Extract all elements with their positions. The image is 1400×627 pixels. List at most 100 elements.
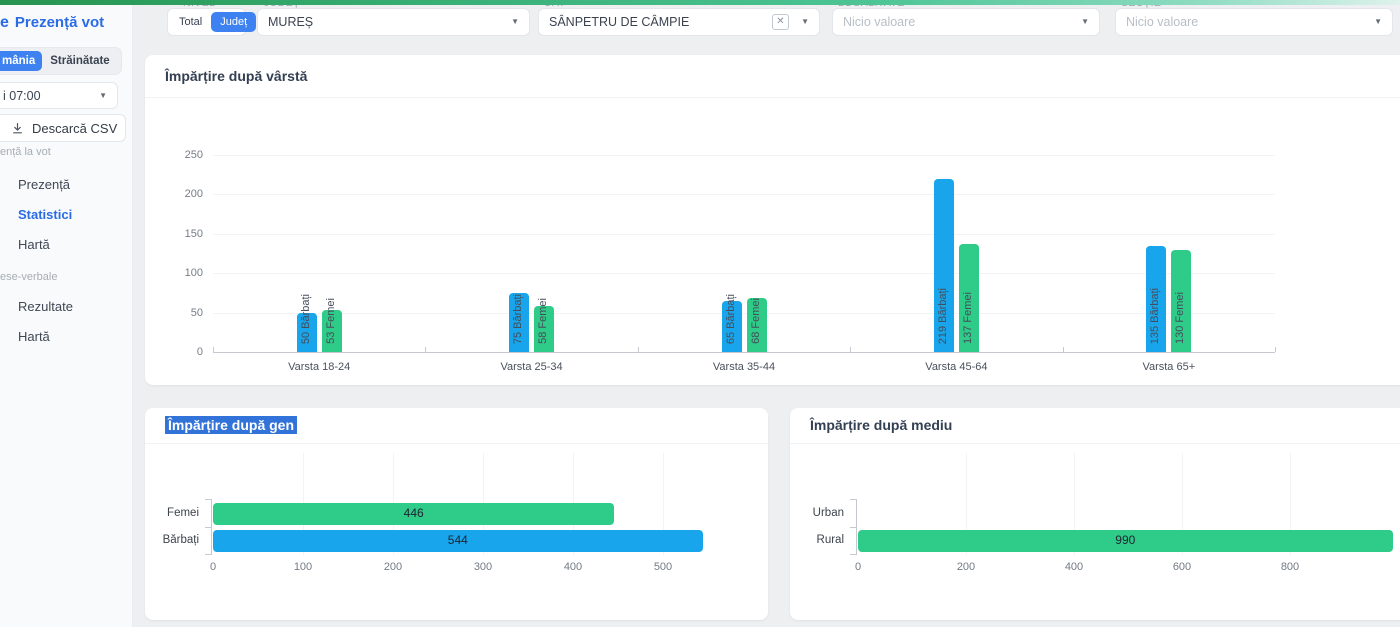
section-label-prezenta-la-vot: ență la vot	[0, 146, 51, 158]
uat-select[interactable]: SÂNPETRU DE CÂMPIE ✕ ▼	[538, 8, 820, 36]
chevron-down-icon: ▼	[801, 18, 809, 26]
chevron-down-icon: ▼	[511, 18, 519, 26]
chevron-down-icon: ▼	[99, 92, 107, 100]
country-tab-group: mânia Străinătate	[0, 47, 122, 75]
category-label: Rural	[790, 534, 844, 546]
x-axis-tick	[638, 347, 639, 352]
x-axis-tick	[850, 347, 851, 352]
gridline	[213, 273, 1275, 274]
gender-chart-card: Împărțire după gen 0100200300400500Femei…	[145, 408, 768, 620]
x-axis-tick-label: 200	[368, 561, 418, 573]
app-title: Prezență vot	[15, 14, 104, 31]
nivel-toggle: Total Județ	[167, 8, 246, 36]
x-axis-tick-label: 200	[941, 561, 991, 573]
x-axis-tick-label: 100	[278, 561, 328, 573]
nivel-option-total[interactable]: Total	[170, 12, 211, 32]
sidebar-item-prezenta[interactable]: Prezență	[18, 177, 70, 192]
mediu-chart-card: Împărțire după mediu 0200400600800UrbanR…	[790, 408, 1400, 620]
category-axis-tick	[850, 527, 856, 528]
clear-selection-icon[interactable]: ✕	[772, 14, 789, 30]
sectie-select[interactable]: Nicio valoare ▼	[1115, 8, 1393, 36]
y-axis-tick-label: 100	[163, 267, 203, 279]
x-axis-line	[213, 352, 1275, 353]
judet-select-value: MUREȘ	[268, 15, 313, 29]
download-icon	[11, 122, 24, 135]
sidebar-item-harta-2[interactable]: Hartă	[18, 329, 50, 344]
category-label: Varsta 45-64	[886, 361, 1026, 373]
x-axis-tick	[1275, 347, 1276, 352]
x-axis-tick-label: 300	[458, 561, 508, 573]
x-axis-tick-label: 400	[1049, 561, 1099, 573]
y-axis-tick-label: 250	[163, 149, 203, 161]
x-axis-tick	[213, 347, 214, 352]
x-axis-tick-label: 800	[1265, 561, 1315, 573]
bar-label: 75 Bărbați	[512, 294, 524, 344]
category-label: Femei	[145, 507, 199, 519]
bar-label: 65 Bărbați	[725, 294, 737, 344]
category-axis-tick	[205, 527, 211, 528]
chevron-down-icon: ▼	[1374, 18, 1382, 26]
section-label-procese-verbale: ese-verbale	[0, 271, 57, 283]
tab-strainatate[interactable]: Străinătate	[42, 51, 117, 71]
gridline	[213, 194, 1275, 195]
category-axis-line	[856, 499, 857, 555]
gridline	[213, 234, 1275, 235]
sectie-placeholder: Nicio valoare	[1126, 15, 1198, 29]
bar-label: 58 Femei	[537, 298, 549, 344]
app-root: e Prezență vot mânia Străinătate i 07:00 …	[0, 0, 1400, 627]
app-logo-fragment: e	[0, 14, 9, 32]
category-label: Bărbați	[145, 534, 199, 546]
category-axis-line	[211, 499, 212, 555]
category-axis-tick	[850, 499, 856, 500]
localitate-placeholder: Nicio valoare	[843, 15, 915, 29]
gender-chart: 0 100 200 300 400 500 Femei 446 Bărbați 544	[145, 408, 768, 620]
mediu-chart: 0 200 400 600 800 Urban Rural 990	[790, 408, 1400, 620]
bar-value-label: 990	[1095, 533, 1155, 547]
nivel-option-judet[interactable]: Județ	[211, 12, 256, 32]
time-select-value: i 07:00	[3, 89, 41, 103]
x-axis-tick-label: 400	[548, 561, 598, 573]
download-csv-label: Descarcă CSV	[32, 121, 117, 136]
y-axis-tick-label: 50	[163, 307, 203, 319]
time-select[interactable]: i 07:00 ▼	[0, 82, 118, 109]
x-axis-tick	[1063, 347, 1064, 352]
tab-romania[interactable]: mânia	[0, 51, 42, 71]
category-axis-tick	[850, 554, 856, 555]
bar-value-label: 446	[384, 506, 444, 520]
age-chart-card: Împărțire după vârstă 050100150200250Var…	[145, 55, 1400, 385]
y-axis-tick-label: 150	[163, 228, 203, 240]
judet-select[interactable]: MUREȘ ▼	[257, 8, 530, 36]
category-axis-tick	[205, 499, 211, 500]
bar-label: 130 Femei	[1174, 292, 1186, 344]
bar-label: 50 Bărbați	[300, 294, 312, 344]
chevron-down-icon: ▼	[1081, 18, 1089, 26]
y-axis-tick-label: 0	[163, 346, 203, 358]
category-label: Urban	[790, 507, 844, 519]
x-axis-tick-label: 0	[833, 561, 883, 573]
category-label: Varsta 25-34	[462, 361, 602, 373]
sidebar-item-statistici[interactable]: Statistici	[18, 207, 72, 222]
x-axis-tick-label: 500	[638, 561, 688, 573]
sidebar-item-rezultate[interactable]: Rezultate	[18, 299, 73, 314]
category-label: Varsta 35-44	[674, 361, 814, 373]
app-title-row: e Prezență vot	[0, 14, 132, 32]
gridline	[213, 155, 1275, 156]
category-label: Varsta 18-24	[249, 361, 389, 373]
bar-label: 219 Bărbați	[937, 288, 949, 344]
x-axis-tick-label: 600	[1157, 561, 1207, 573]
category-axis-tick	[205, 554, 211, 555]
x-axis-tick-label: 0	[188, 561, 238, 573]
x-axis-tick	[425, 347, 426, 352]
bar-value-label: 544	[428, 533, 488, 547]
sidebar: e Prezență vot mânia Străinătate i 07:00 …	[0, 0, 133, 627]
category-label: Varsta 65+	[1099, 361, 1239, 373]
bar-label: 137 Femei	[962, 292, 974, 344]
localitate-select[interactable]: Nicio valoare ▼	[832, 8, 1100, 36]
bar-label: 68 Femei	[750, 298, 762, 344]
sidebar-item-harta[interactable]: Hartă	[18, 237, 50, 252]
top-progress-strip	[0, 0, 1400, 5]
age-chart: 050100150200250Varsta 18-2450 Bărbați53 …	[145, 55, 1400, 385]
uat-select-value: SÂNPETRU DE CÂMPIE	[549, 15, 689, 29]
y-axis-tick-label: 200	[163, 188, 203, 200]
download-csv-button[interactable]: Descarcă CSV	[0, 114, 126, 142]
